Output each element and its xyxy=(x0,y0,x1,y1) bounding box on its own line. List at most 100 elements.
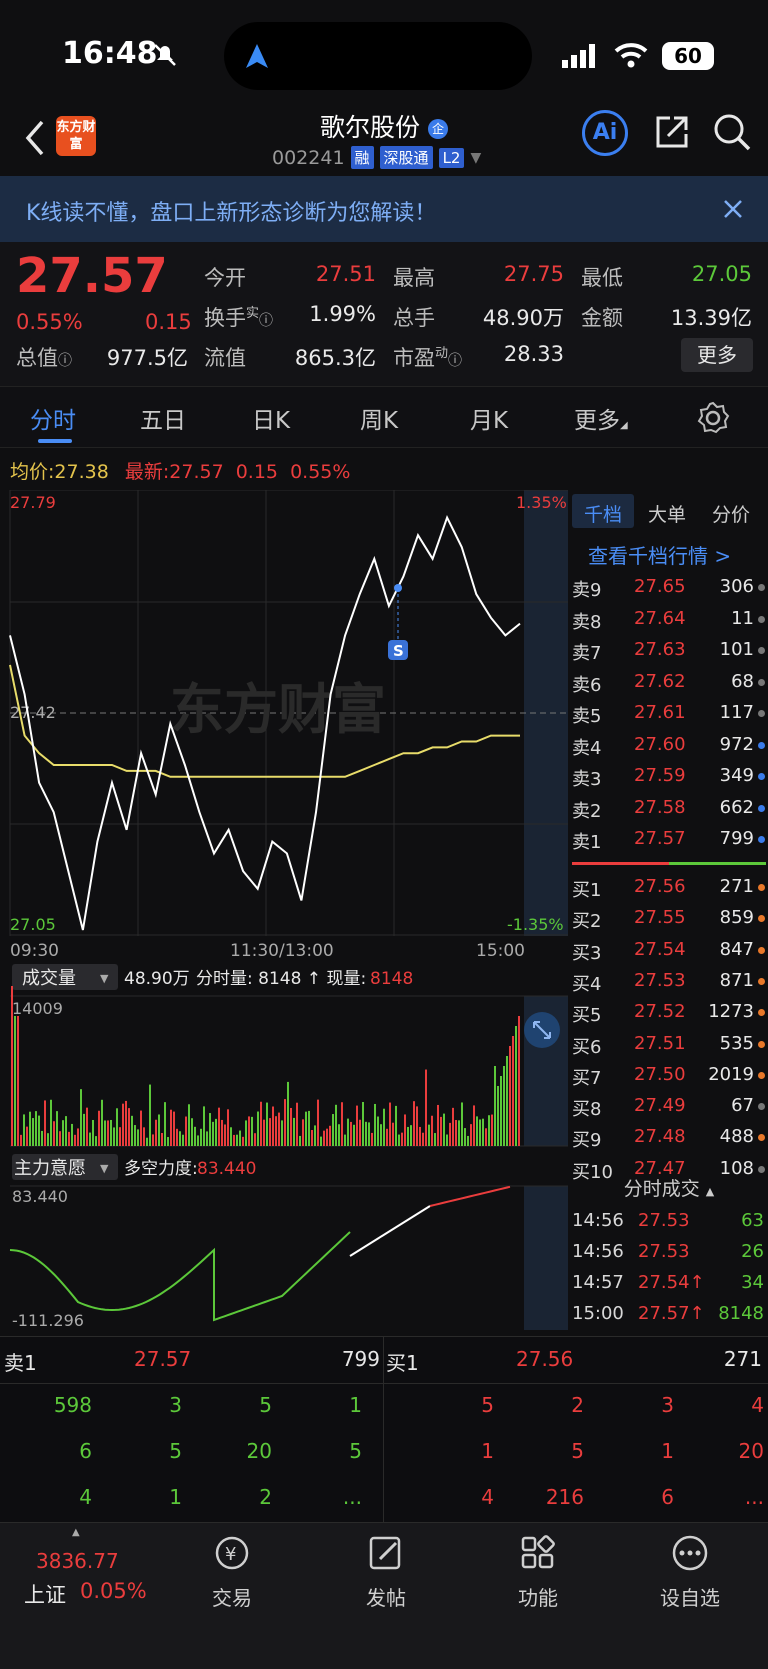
depth-link[interactable]: 查看千档行情 > xyxy=(588,544,732,568)
volume-bar xyxy=(167,1137,169,1146)
sell-level-row[interactable]: 卖5 27.61 117 xyxy=(570,698,768,729)
index-value[interactable]: 3836.77 xyxy=(36,1549,119,1573)
volume-bar xyxy=(479,1119,481,1146)
power-top-label: 83.440 xyxy=(12,1187,68,1206)
stock-code: 002241 xyxy=(272,146,345,169)
volume-bar xyxy=(449,1122,451,1146)
queue-buy-label: 买1 xyxy=(386,1351,419,1375)
volume-bar xyxy=(497,1086,499,1146)
buy-level-row[interactable]: 买6 27.51 535 xyxy=(570,1029,768,1060)
status-bar: 16:48 60 xyxy=(0,0,768,110)
volume-bar xyxy=(473,1105,475,1146)
sell-signal-badge[interactable] xyxy=(388,640,408,660)
level-price: 27.60 xyxy=(634,733,686,755)
search-icon[interactable] xyxy=(712,112,752,152)
tick-volume: 63 xyxy=(741,1210,764,1231)
sell-level-row[interactable]: 卖4 27.60 972 xyxy=(570,730,768,761)
volume-bar xyxy=(32,1118,34,1146)
buy-level-row[interactable]: 买4 27.53 871 xyxy=(570,966,768,997)
volume-bar xyxy=(143,1127,145,1146)
order-book-tab-depth[interactable]: 千档 xyxy=(584,504,623,526)
buy-level-row[interactable]: 买5 27.52 1273 xyxy=(570,997,768,1028)
volume-bar xyxy=(26,1126,28,1146)
volume-bar xyxy=(227,1109,229,1146)
tab-intraday[interactable]: 分时 xyxy=(30,408,76,434)
volume-bar xyxy=(296,1102,298,1146)
volume-bar xyxy=(506,1056,508,1146)
ticks-title[interactable]: 分时成交 ▲ xyxy=(623,1178,715,1200)
tag-level2: L2 xyxy=(438,147,465,168)
buy-level-row[interactable]: 买9 27.48 488 xyxy=(570,1122,768,1153)
tab-weekly-k[interactable]: 周K xyxy=(360,408,399,434)
avg-price-row: 均价:27.38 最新:27.57 0.15 0.55% xyxy=(10,461,351,483)
buy-level-row[interactable]: 买7 27.50 2019 xyxy=(570,1060,768,1091)
sell-level-row[interactable]: 卖6 27.62 68 xyxy=(570,667,768,698)
ai-assistant-button[interactable]: Ai xyxy=(582,110,628,156)
level-dot xyxy=(758,1134,765,1142)
order-book-tab-price[interactable]: 分价 xyxy=(712,504,751,526)
volume-bar xyxy=(503,1066,505,1146)
diagnosis-banner[interactable]: K线读不懂，盘口上新形态诊断为您解读！ xyxy=(0,176,768,242)
stock-code-row[interactable]: 002241 融 深股通 L2 ▼ xyxy=(272,146,481,169)
tick-row: 14:57 27.54↑ 34 xyxy=(570,1268,768,1299)
buy-level-row[interactable]: 买10 27.47 108 xyxy=(570,1154,768,1185)
pct-axis-bottom: -1.35% xyxy=(507,915,564,934)
volume-bar xyxy=(458,1120,460,1146)
volume-selector[interactable] xyxy=(12,964,118,990)
volume-bar xyxy=(116,1108,118,1146)
order-book-tab-big[interactable]: 大单 xyxy=(648,504,687,526)
buy-level-row[interactable]: 买1 27.56 271 xyxy=(570,872,768,903)
level-volume: 349 xyxy=(719,765,754,786)
tick-row: 15:00 27.57↑ 8148 xyxy=(570,1299,768,1330)
volume-bar xyxy=(206,1131,208,1146)
power-line-white xyxy=(349,1205,431,1257)
tab-five-day[interactable]: 五日 xyxy=(140,408,186,434)
sell-level-row[interactable]: 卖3 27.59 349 xyxy=(570,761,768,792)
tick-price: 27.53 xyxy=(638,1241,690,1262)
nav-functions[interactable]: 功能 xyxy=(488,1533,588,1611)
volume-bar xyxy=(74,1134,76,1146)
tab-daily-k[interactable]: 日K xyxy=(252,408,291,434)
sell-level-row[interactable]: 卖2 27.58 662 xyxy=(570,793,768,824)
wifi-icon xyxy=(614,43,648,68)
volume-bar xyxy=(374,1103,376,1146)
queue-buy-cell: 20 xyxy=(738,1439,764,1463)
tab-monthly-k[interactable]: 月K xyxy=(470,408,509,434)
volume-bar xyxy=(371,1132,373,1146)
index-name[interactable]: 上证 xyxy=(24,1583,66,1607)
sell-level-row[interactable]: 卖1 27.57 799 xyxy=(570,824,768,855)
sell-level-row[interactable]: 卖9 27.65 306 xyxy=(570,572,768,603)
volume-bar xyxy=(368,1122,370,1146)
back-arrow-icon[interactable] xyxy=(22,118,46,158)
nav-post[interactable]: 发帖 xyxy=(336,1533,436,1611)
queue-buy-cell: 1 xyxy=(661,1439,674,1463)
tab-more[interactable]: 更多◢ xyxy=(574,408,628,434)
volume-bar xyxy=(377,1116,379,1146)
volume-bar xyxy=(380,1124,382,1146)
level-label: 卖2 xyxy=(572,800,602,822)
queue-sell-cell: 6 xyxy=(79,1439,92,1463)
nav-trade[interactable]: ¥ 交易 xyxy=(182,1533,282,1611)
volume-bar xyxy=(323,1130,325,1146)
more-button[interactable]: 更多 xyxy=(681,338,753,372)
y-axis-bottom: 27.05 xyxy=(10,915,56,934)
buy-level-row[interactable]: 买2 27.55 859 xyxy=(570,903,768,934)
queue-sell-cell: 2 xyxy=(259,1485,272,1509)
level-label: 卖4 xyxy=(572,737,602,759)
intraday-chart[interactable]: 东方财富 27.79 27.42 27.05 1.35% -1.35% S 09… xyxy=(0,490,568,1336)
pe-value: 28.33 xyxy=(503,342,564,366)
level-price: 27.58 xyxy=(634,796,686,818)
close-icon[interactable] xyxy=(722,198,744,220)
settings-gear-icon[interactable] xyxy=(696,401,730,435)
power-selector[interactable] xyxy=(12,1154,118,1180)
buy-level-row[interactable]: 买3 27.54 847 xyxy=(570,935,768,966)
index-percent[interactable]: 0.05% xyxy=(80,1579,147,1603)
sell-level-row[interactable]: 卖8 27.64 11 xyxy=(570,604,768,635)
buy-level-row[interactable]: 买8 27.49 67 xyxy=(570,1091,768,1122)
nav-add-watchlist[interactable]: 设自选 xyxy=(640,1533,740,1611)
sell-level-row[interactable]: 卖7 27.63 101 xyxy=(570,635,768,666)
level-price: 27.53 xyxy=(634,969,686,991)
volume-bar xyxy=(302,1119,304,1146)
volume-bar xyxy=(68,1131,70,1146)
share-icon[interactable] xyxy=(652,112,692,152)
